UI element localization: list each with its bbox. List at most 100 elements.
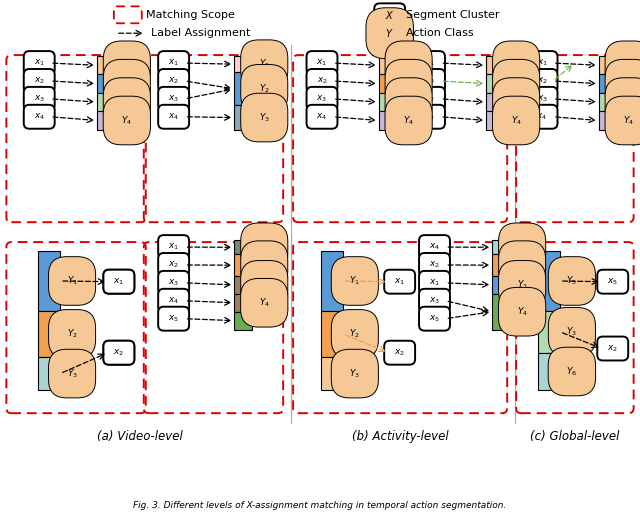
Bar — [379, 56, 397, 75]
Text: $Y_4$: $Y_4$ — [121, 114, 132, 127]
Text: $Y_2$: $Y_2$ — [122, 77, 132, 90]
Bar — [538, 311, 560, 353]
FancyBboxPatch shape — [158, 271, 189, 295]
FancyBboxPatch shape — [104, 270, 134, 294]
Text: $x_3$: $x_3$ — [429, 295, 440, 306]
Text: $Y_2$: $Y_2$ — [403, 77, 414, 90]
FancyBboxPatch shape — [419, 271, 450, 295]
Text: $x_1$: $x_1$ — [424, 58, 435, 69]
Text: $Y_1$: $Y_1$ — [67, 275, 77, 287]
Text: $Y_1$: $Y_1$ — [516, 279, 527, 291]
FancyBboxPatch shape — [158, 289, 189, 313]
Text: $Y_4$: $Y_4$ — [623, 114, 634, 127]
Bar — [97, 93, 115, 111]
Text: $Y_1$: $Y_1$ — [403, 59, 414, 72]
Text: $x_3$: $x_3$ — [168, 93, 179, 104]
Bar — [234, 294, 252, 312]
Text: $Y_1$: $Y_1$ — [259, 241, 269, 253]
FancyBboxPatch shape — [104, 270, 134, 294]
Bar — [538, 251, 560, 311]
FancyBboxPatch shape — [158, 307, 189, 331]
Bar — [97, 111, 115, 130]
Text: $x_1$: $x_1$ — [113, 277, 124, 287]
Text: $Y_3$: $Y_3$ — [67, 367, 77, 380]
Bar — [599, 93, 617, 111]
Text: $Y_6$: $Y_6$ — [566, 365, 577, 378]
Text: $x_5$: $x_5$ — [607, 277, 618, 287]
Text: $Y_3$: $Y_3$ — [516, 241, 527, 253]
FancyBboxPatch shape — [104, 341, 134, 365]
FancyBboxPatch shape — [158, 105, 189, 129]
Bar — [486, 75, 504, 93]
Bar — [321, 311, 343, 357]
Bar — [321, 251, 343, 311]
FancyBboxPatch shape — [24, 69, 54, 93]
Text: $Y_1$: $Y_1$ — [259, 58, 269, 71]
FancyBboxPatch shape — [307, 87, 337, 111]
Text: $x_4$: $x_4$ — [168, 295, 179, 306]
Bar — [492, 276, 510, 294]
FancyBboxPatch shape — [527, 87, 557, 111]
Text: $x_2$: $x_2$ — [168, 260, 179, 270]
FancyBboxPatch shape — [527, 105, 557, 129]
FancyBboxPatch shape — [527, 69, 557, 93]
FancyBboxPatch shape — [307, 69, 337, 93]
FancyBboxPatch shape — [597, 270, 628, 294]
FancyBboxPatch shape — [307, 51, 337, 75]
Bar — [599, 111, 617, 130]
Text: $x_2$: $x_2$ — [34, 76, 45, 86]
Text: $Y_4$: $Y_4$ — [516, 306, 528, 318]
Text: $Y_3$: $Y_3$ — [566, 325, 577, 338]
FancyBboxPatch shape — [158, 87, 189, 111]
Text: $x_4$: $x_4$ — [316, 112, 328, 122]
Bar — [38, 251, 60, 311]
Text: $x_3$: $x_3$ — [316, 93, 328, 104]
Text: $Y_2$: $Y_2$ — [259, 259, 269, 271]
Text: (b) Activity-level: (b) Activity-level — [353, 430, 449, 443]
Text: (c) Global-level: (c) Global-level — [530, 430, 620, 443]
Text: $x_2$: $x_2$ — [424, 93, 435, 104]
Text: $x_3$: $x_3$ — [424, 76, 435, 86]
Text: $x_4$: $x_4$ — [429, 242, 440, 252]
Text: $X$: $X$ — [385, 9, 394, 21]
FancyBboxPatch shape — [414, 69, 445, 93]
FancyBboxPatch shape — [24, 105, 54, 129]
FancyBboxPatch shape — [24, 87, 54, 111]
Text: Fig. 3. Different levels of X-assignment matching in temporal action segmentatio: Fig. 3. Different levels of X-assignment… — [133, 501, 507, 510]
Text: $Y_3$: $Y_3$ — [259, 279, 269, 291]
FancyBboxPatch shape — [419, 253, 450, 277]
Text: $Y$: $Y$ — [385, 27, 394, 39]
Text: $x_1$: $x_1$ — [168, 242, 179, 252]
Text: $Y_2$: $Y_2$ — [516, 259, 527, 271]
FancyBboxPatch shape — [414, 105, 445, 129]
FancyBboxPatch shape — [307, 105, 337, 129]
FancyBboxPatch shape — [414, 51, 445, 75]
Bar — [379, 111, 397, 130]
Bar — [379, 75, 397, 93]
Text: Segment Cluster: Segment Cluster — [406, 10, 499, 20]
Text: $x_4$: $x_4$ — [168, 112, 179, 122]
Bar — [379, 93, 397, 111]
Text: $Y_4$: $Y_4$ — [511, 114, 522, 127]
Text: $Y_1$: $Y_1$ — [349, 275, 360, 287]
Bar — [486, 111, 504, 130]
Text: $x_3$: $x_3$ — [34, 93, 45, 104]
Text: $x_4$: $x_4$ — [424, 112, 435, 122]
Bar — [492, 294, 510, 330]
FancyBboxPatch shape — [419, 235, 450, 259]
FancyBboxPatch shape — [158, 235, 189, 259]
FancyBboxPatch shape — [384, 270, 415, 294]
FancyBboxPatch shape — [414, 87, 445, 111]
Bar — [234, 56, 252, 72]
Text: $x_2$: $x_2$ — [113, 347, 124, 358]
Text: $x_3$: $x_3$ — [168, 278, 179, 288]
Bar — [97, 75, 115, 93]
Text: $Y_3$: $Y_3$ — [511, 77, 522, 90]
Bar — [599, 56, 617, 75]
Text: $x_1$: $x_1$ — [168, 58, 179, 69]
Text: $x_3$: $x_3$ — [536, 93, 548, 104]
Text: $Y_1$: $Y_1$ — [511, 59, 522, 72]
Text: $Y_2$: $Y_2$ — [67, 327, 77, 340]
Bar — [38, 357, 60, 390]
FancyBboxPatch shape — [419, 289, 450, 313]
